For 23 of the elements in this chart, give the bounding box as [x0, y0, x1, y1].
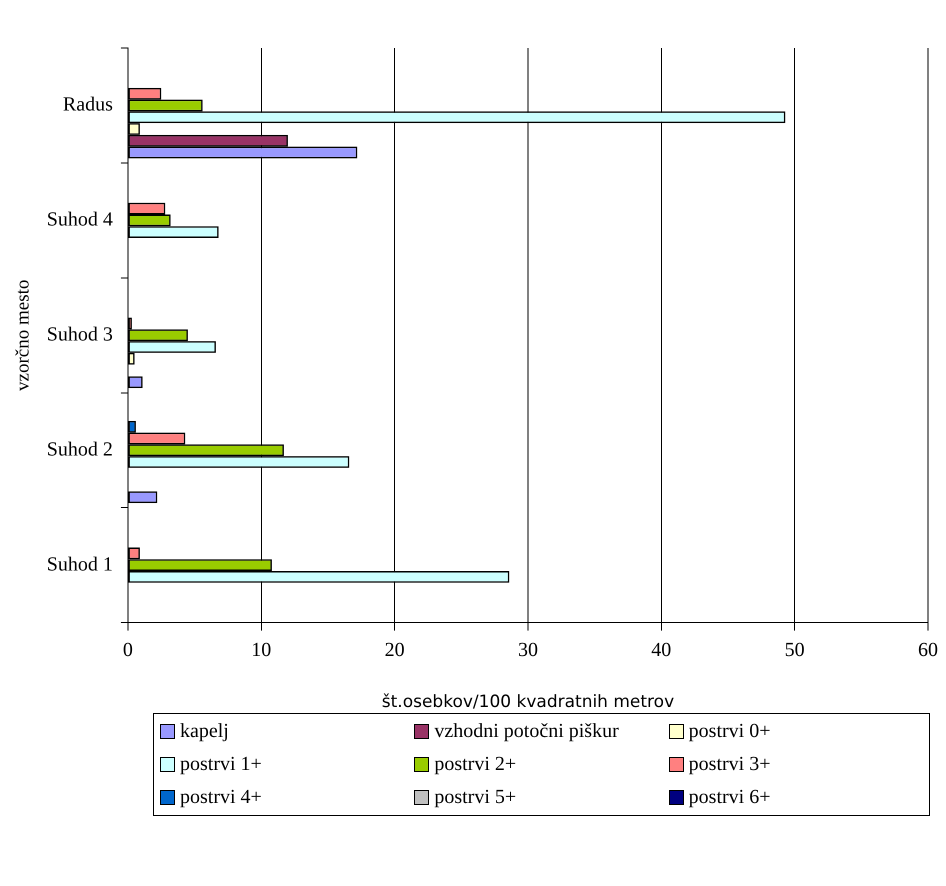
legend-label: postrvi 6+ — [688, 786, 770, 809]
x-tick-label: 20 — [384, 638, 405, 661]
y-tick-label: Radus — [62, 94, 114, 116]
y-tick-label: Suhod 2 — [46, 438, 113, 460]
legend-label: postrvi 2+ — [434, 753, 516, 776]
x-axis-title: št.osebkov/100 kvadratnih metrov — [382, 692, 674, 712]
legend-label: postrvi 3+ — [688, 753, 770, 776]
legend-label: vzhodni potočni piškur — [434, 720, 619, 743]
legend-label: postrvi 5+ — [434, 786, 516, 809]
y-axis-title: vzorčno mesto — [12, 280, 34, 391]
legend-label: postrvi 4+ — [180, 786, 262, 809]
y-tick-label: Suhod 1 — [46, 553, 113, 576]
x-tick-label: 40 — [651, 638, 672, 661]
x-tick-label: 50 — [784, 638, 805, 661]
x-tick-label: 60 — [918, 638, 938, 661]
y-tick-label: Suhod 3 — [46, 324, 113, 346]
x-tick-label: 10 — [251, 638, 272, 661]
legend-label: kapelj — [180, 720, 229, 743]
legend-label: postrvi 0+ — [688, 720, 770, 743]
legend-label: postrvi 1+ — [180, 753, 262, 776]
x-tick-label: 30 — [518, 638, 538, 661]
x-tick-label: 0 — [122, 638, 133, 661]
y-tick-label: Suhod 4 — [46, 208, 113, 231]
